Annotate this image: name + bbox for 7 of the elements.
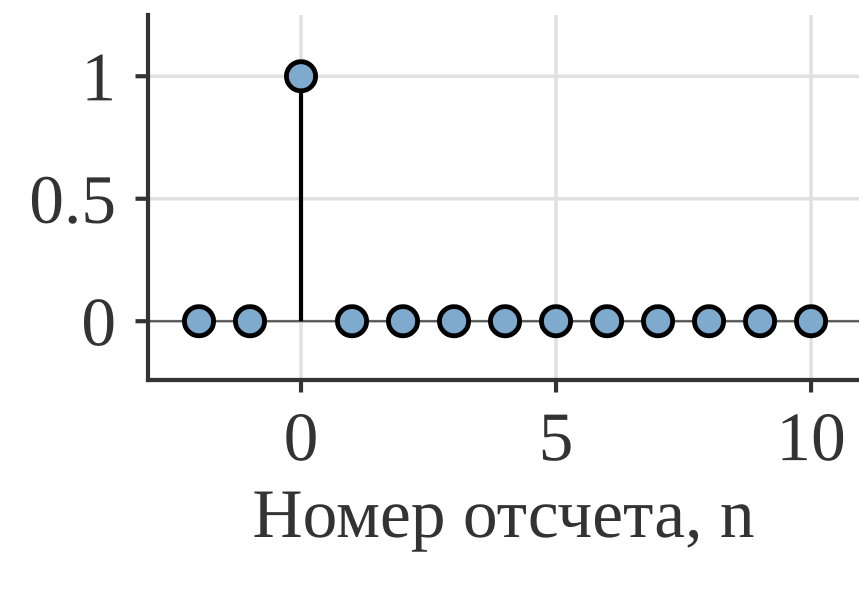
x-tick-label: 0: [286, 414, 316, 461]
y-tick-label: 0: [84, 299, 114, 346]
x-axis-title: Номер отсчета, n: [254, 492, 754, 552]
x-tick-label: 10: [782, 414, 844, 461]
y-tick-label: 1: [87, 54, 112, 100]
x-tick-label: 5: [542, 414, 571, 461]
y-tick-label: 0.5: [32, 176, 114, 224]
